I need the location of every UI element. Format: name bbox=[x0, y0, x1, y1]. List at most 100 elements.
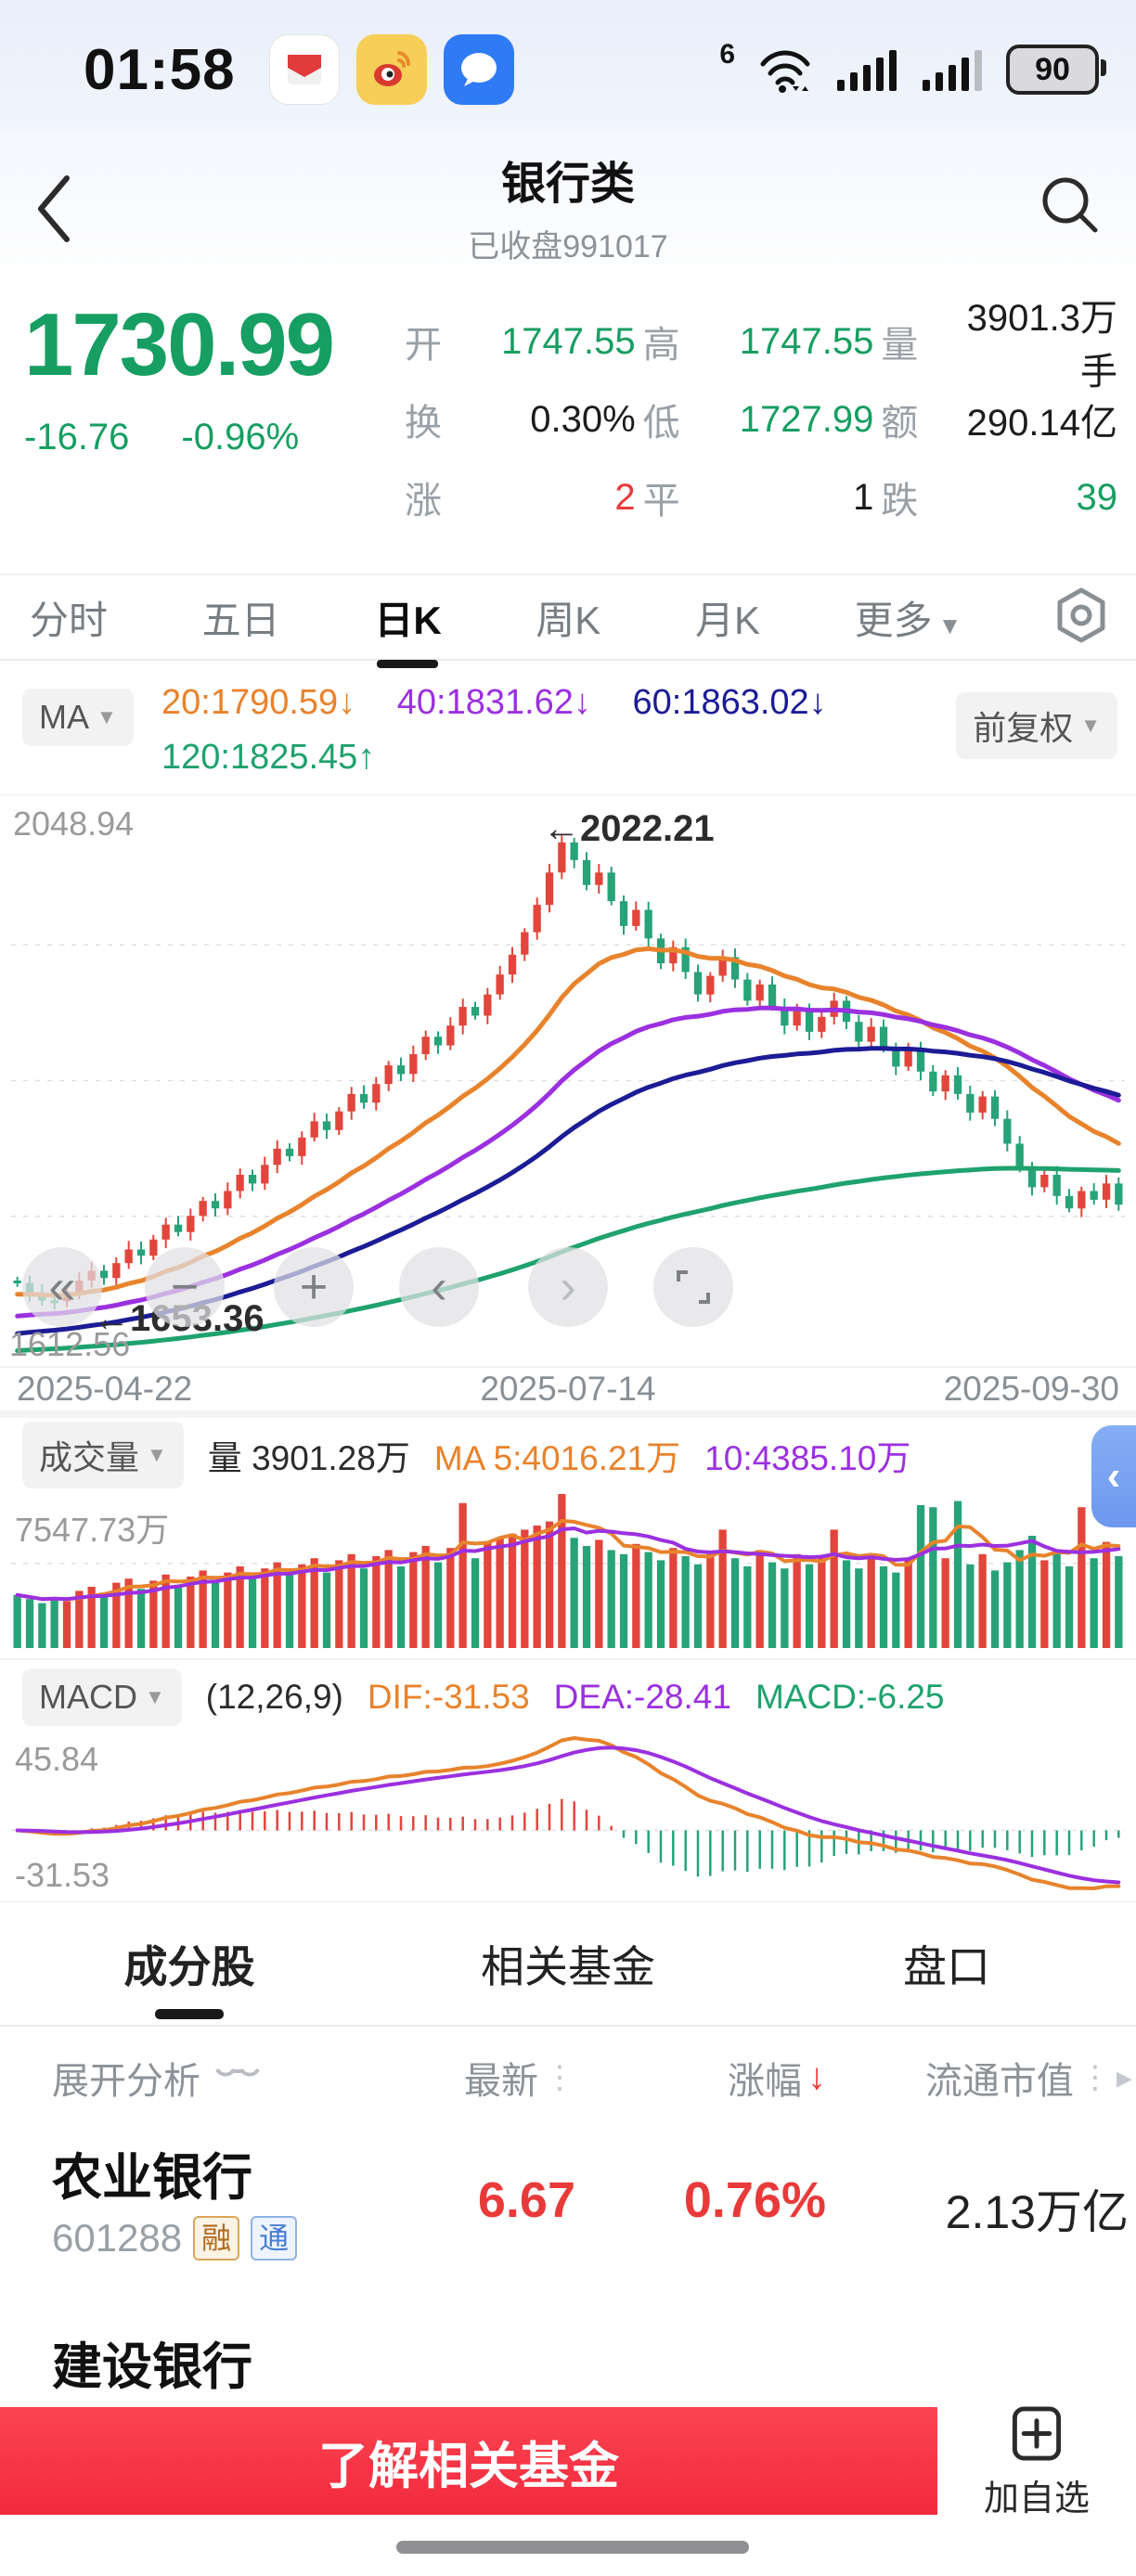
date-tick-start: 2025-04-22 bbox=[17, 1369, 193, 1408]
market-status: 已收盘991017 bbox=[468, 229, 668, 264]
messages-app-icon bbox=[443, 34, 514, 105]
stat-label: 高 bbox=[642, 325, 680, 366]
wifi-generation-label: 6 bbox=[719, 39, 735, 70]
detail-section-tabs: 成分股 相关基金 盘口 bbox=[0, 1900, 1136, 2027]
pan-right-button[interactable]: › bbox=[528, 1246, 608, 1327]
kline-date-axis: 2025-04-22 2025-07-14 2025-09-30 bbox=[0, 1365, 1136, 1418]
volume-section: 成交量 ▼ 量 3901.28万 MA 5:4016.21万 10:4385.10… bbox=[0, 1418, 1136, 1658]
wifi-icon bbox=[760, 50, 810, 93]
indicator-drawer-tab[interactable]: ‹ bbox=[1091, 1424, 1136, 1527]
home-indicator[interactable] bbox=[396, 2541, 749, 2554]
chart-settings-button[interactable] bbox=[1052, 586, 1110, 649]
add-plus-icon bbox=[1012, 2406, 1062, 2461]
stock-code: 601288 bbox=[52, 2215, 183, 2260]
connect-badge: 通 bbox=[251, 2215, 298, 2260]
ma60-value: 60:1863.02↓ bbox=[632, 683, 827, 722]
pan-left-button[interactable]: ‹ bbox=[399, 1246, 479, 1327]
macd-section: MACD ▼ (12,26,9) DIF:-31.53 DEA:-28.41 MA… bbox=[0, 1660, 1136, 1900]
add-watchlist-button[interactable]: 加自选 bbox=[937, 2405, 1136, 2520]
sort-by-change-button[interactable]: 涨幅 ↓ bbox=[728, 2056, 826, 2102]
tab-weekly-k[interactable]: 周K bbox=[536, 598, 601, 642]
chevron-down-icon: ▼ bbox=[1080, 714, 1101, 737]
tab-related-funds[interactable]: 相关基金 bbox=[481, 1942, 655, 1992]
expand-analysis-button[interactable]: 展开分析 bbox=[52, 2051, 262, 2105]
adjust-mode-chip[interactable]: 前复权 ▼ bbox=[956, 692, 1117, 759]
back-button[interactable] bbox=[33, 167, 89, 251]
sort-desc-arrow-icon: ↓ bbox=[807, 2056, 826, 2098]
weibo-app-icon bbox=[355, 34, 427, 105]
date-tick-end: 2025-09-30 bbox=[943, 1369, 1119, 1408]
related-funds-cta-button[interactable]: 了解相关基金 bbox=[0, 2407, 937, 2515]
chevron-down-icon: ▼ bbox=[145, 1684, 165, 1708]
chart-period-tabs: 分时 五日 日K 周K 月K 更多 ▼ bbox=[0, 573, 1136, 661]
search-icon bbox=[1042, 177, 1098, 233]
kline-chart-area[interactable]: 2048.94 ←2022.21 ←1653.36 1612.56 « − + … bbox=[0, 793, 1136, 1366]
stock-last-price: 6.67 bbox=[477, 2171, 575, 2228]
stat-advancers: 2 bbox=[614, 476, 636, 518]
stat-label: 额 bbox=[881, 403, 919, 444]
margin-badge: 融 bbox=[193, 2215, 240, 2260]
ma-legend-bar: MA ▼ 20:1790.59↓ 40:1831.62↓ 60:1863.02↓ … bbox=[0, 661, 1136, 794]
status-time: 01:58 bbox=[84, 37, 236, 102]
stock-row-601288[interactable]: 农业银行 601288 融 通 6.67 0.76% 2.13万亿 bbox=[0, 2116, 1136, 2305]
ma40-value: 40:1831.62↓ bbox=[396, 683, 591, 722]
kline-ymin-label: 1612.56 bbox=[9, 1324, 131, 1363]
stat-amount: 290.14亿 bbox=[966, 403, 1117, 444]
tab-daily-k[interactable]: 日K bbox=[370, 576, 445, 659]
stat-label: 低 bbox=[642, 403, 680, 444]
tab-5day[interactable]: 五日 bbox=[201, 598, 280, 642]
ma120-value: 120:1825.45↑ bbox=[161, 737, 376, 777]
macd-indicator-chip[interactable]: MACD ▼ bbox=[22, 1668, 182, 1726]
glasses-icon bbox=[215, 2067, 260, 2077]
macd-scale-max: 45.84 bbox=[15, 1739, 99, 1778]
macd-scale-min: -31.53 bbox=[15, 1855, 110, 1894]
zoom-out-button[interactable]: − bbox=[145, 1246, 225, 1327]
quote-stats-grid: 开 1747.55 高 1747.55 量 3901.3万手 换 0.30% 低… bbox=[405, 298, 1118, 573]
cellular-signal-icon-sim2 bbox=[923, 50, 982, 91]
fullscreen-button[interactable] bbox=[653, 1246, 733, 1327]
price-change: -16.76 bbox=[24, 416, 130, 457]
search-button[interactable] bbox=[1038, 173, 1103, 238]
cellular-signal-icon-sim1 bbox=[837, 50, 897, 91]
ma-selector-chip[interactable]: MA ▼ bbox=[22, 689, 134, 746]
stat-high: 1747.55 bbox=[739, 320, 874, 362]
stat-label: 平 bbox=[642, 481, 680, 522]
add-watchlist-label: 加自选 bbox=[983, 2479, 1090, 2518]
scroll-far-left-button[interactable]: « bbox=[22, 1246, 102, 1327]
macd-params: (12,26,9) bbox=[205, 1677, 343, 1716]
red-envelope-app-icon bbox=[268, 34, 340, 105]
stock-change-percent: 0.76% bbox=[683, 2171, 826, 2228]
chevron-down-icon: ▼ bbox=[97, 705, 117, 728]
stock-market-cap: 2.13万亿 bbox=[945, 2185, 1129, 2238]
sort-by-marketcap-button[interactable]: 流通市值 ⋮ ▸ bbox=[924, 2059, 1132, 2102]
price-change-percent: -0.96% bbox=[181, 416, 300, 457]
tab-order-book[interactable]: 盘口 bbox=[903, 1942, 990, 1992]
stat-label: 换 bbox=[405, 403, 442, 444]
stock-row-partial[interactable]: 建设银行 bbox=[0, 2305, 1136, 2426]
stat-low: 1727.99 bbox=[739, 398, 874, 440]
tab-constituents[interactable]: 成分股 bbox=[0, 1902, 379, 2025]
volume-indicator-chip[interactable]: 成交量 ▼ bbox=[22, 1421, 184, 1488]
macd-dea-value: DEA:-28.41 bbox=[553, 1677, 731, 1716]
page-header: 银行类 已收盘991017 bbox=[0, 130, 1136, 288]
macd-chart[interactable] bbox=[0, 1729, 1136, 1896]
macd-bar-value: MACD:-6.25 bbox=[755, 1677, 945, 1716]
stat-decliners: 39 bbox=[1076, 476, 1118, 518]
zoom-in-button[interactable]: + bbox=[274, 1246, 354, 1327]
tab-monthly-k[interactable]: 月K bbox=[694, 598, 760, 642]
sort-by-last-button[interactable]: 最新 ⋮ bbox=[464, 2059, 575, 2102]
volume-chart[interactable] bbox=[0, 1487, 1136, 1654]
expand-icon bbox=[677, 1269, 710, 1304]
tab-more[interactable]: 更多 ▼ bbox=[854, 598, 962, 642]
chevron-down-icon: ▼ bbox=[147, 1442, 167, 1466]
stock-name: 建设银行 bbox=[52, 2338, 252, 2395]
kline-ymax-label: 2048.94 bbox=[13, 804, 135, 843]
stat-label: 量 bbox=[881, 325, 919, 366]
constituents-table-header: 展开分析 最新 ⋮ 涨幅 ↓ 流通市值 ⋮ ▸ bbox=[0, 2027, 1136, 2116]
quote-panel: 1730.99 -16.76 -0.96% 开 1747.55 高 1747.5… bbox=[0, 288, 1136, 573]
stock-name: 农业银行 bbox=[52, 2149, 252, 2206]
stat-unchanged: 1 bbox=[853, 476, 874, 518]
battery-percent: 90 bbox=[1035, 51, 1070, 87]
tab-minute[interactable]: 分时 bbox=[30, 598, 109, 642]
